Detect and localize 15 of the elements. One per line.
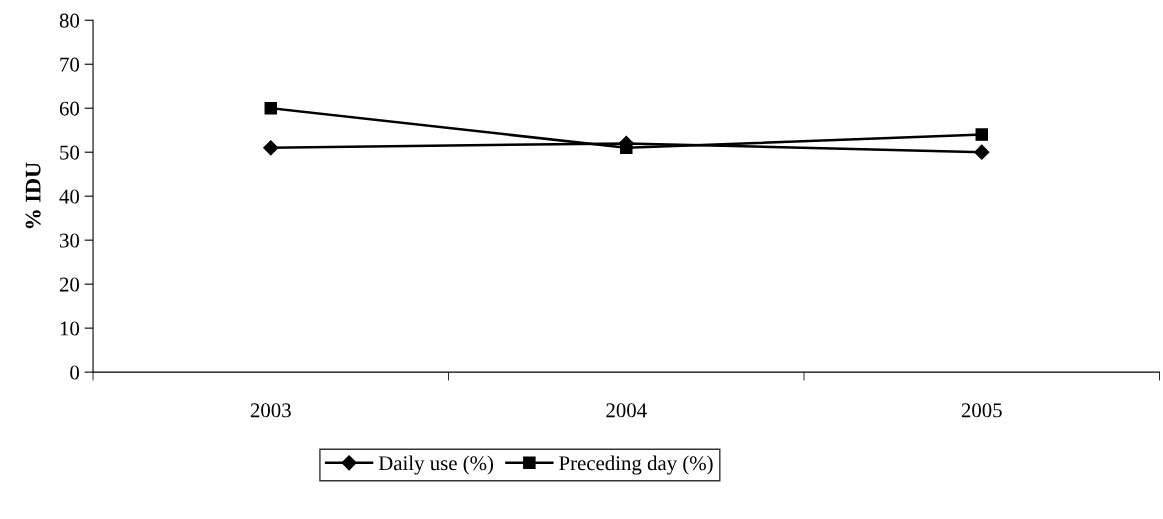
- y-tick-label: 30: [60, 233, 80, 248]
- y-tick-label: 20: [59, 277, 80, 292]
- y-axis-title: % IDU: [25, 162, 41, 229]
- y-tick-label: 10: [60, 321, 80, 336]
- y-tick-label: 80: [59, 13, 80, 28]
- y-tick-label: 40: [59, 189, 80, 204]
- legend-label: Preceding day (%): [559, 455, 713, 475]
- y-tick-label: 60: [59, 101, 80, 116]
- x-tick-label: 2005: [961, 403, 1002, 418]
- y-tick-label: 50: [60, 145, 80, 160]
- y-tick-label: 0: [70, 365, 80, 380]
- y-tick-label: 70: [60, 57, 80, 72]
- legend-label: Daily use (%): [378, 455, 494, 475]
- x-tick-label: 2003: [250, 403, 291, 418]
- x-tick-label: 2004: [606, 403, 647, 418]
